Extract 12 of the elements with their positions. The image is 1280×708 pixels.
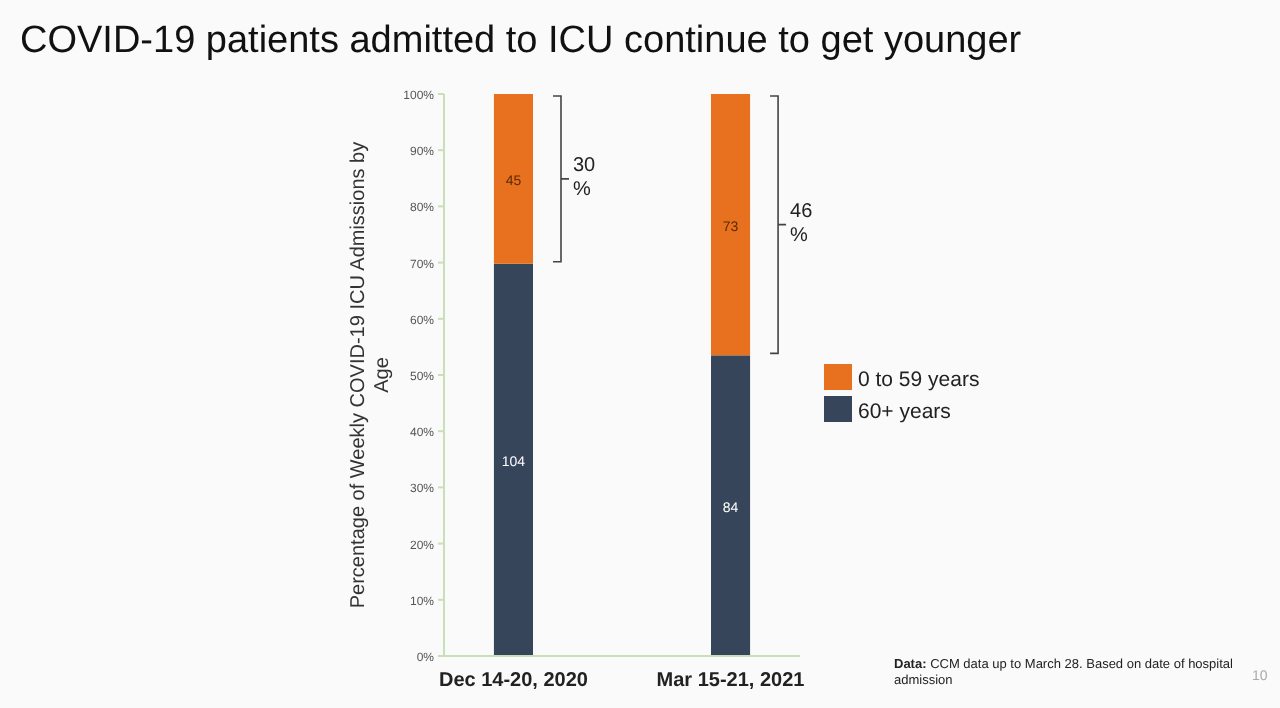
x-tick-label: Dec 14-20, 2020 [438, 670, 589, 692]
annotation: 30 % [573, 154, 597, 201]
bar [711, 94, 751, 356]
chart-title: COVID-19 patients admitted to ICU continue to get younger [20, 20, 1023, 62]
bar [493, 263, 533, 656]
bar [493, 94, 533, 264]
y-axis-title: Percentage of Weekly COVID-19 ICU Admissions by Age [348, 141, 394, 609]
legend-label: 0 to 59 years [858, 368, 980, 392]
x-tick-label: Mar 15-21, 2021 [656, 670, 806, 692]
legend-label: 60+ years [858, 400, 951, 424]
bar [711, 355, 751, 656]
annotation: 46 % [790, 200, 814, 247]
